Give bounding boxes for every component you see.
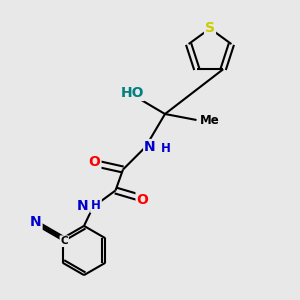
Text: O: O	[88, 155, 101, 169]
Text: N: N	[144, 140, 156, 154]
Text: C: C	[60, 236, 68, 246]
Text: N: N	[30, 215, 41, 229]
Text: HO: HO	[120, 86, 144, 100]
Text: N: N	[77, 199, 88, 212]
Text: S: S	[205, 22, 215, 35]
Text: O: O	[136, 193, 148, 206]
Text: H: H	[161, 142, 171, 155]
Text: H: H	[91, 199, 101, 212]
Text: Me: Me	[200, 113, 220, 127]
